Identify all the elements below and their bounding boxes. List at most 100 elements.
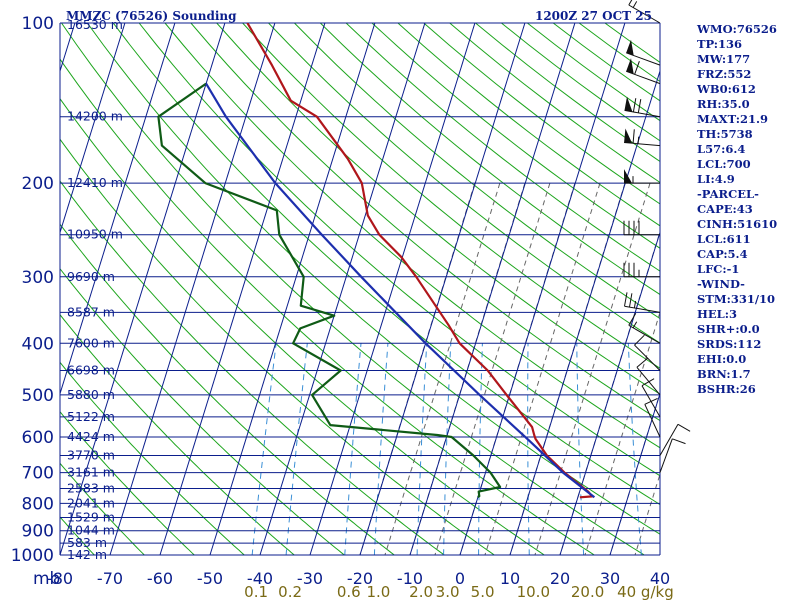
wind-barb-feather: [624, 292, 628, 307]
wind-barb-half-feather: [637, 136, 640, 144]
height-label: 6698 m: [67, 363, 115, 378]
mixing-ratio-label: 2.0: [409, 583, 433, 600]
temperature-tick-label: -40: [247, 569, 273, 588]
temperature-tick-label: 30: [600, 569, 620, 588]
index-lcl: LCL:611: [697, 232, 751, 246]
isotherm-line: [60, 23, 226, 555]
dry-adiabat: [60, 361, 246, 555]
isotherm-line: [609, 392, 660, 555]
moist-adiabat: [534, 182, 651, 555]
height-label: 5122 m: [67, 409, 115, 424]
wind-barb: [659, 423, 691, 456]
wind-barb-half-feather: [632, 1, 638, 8]
dry-adiabat: [60, 516, 95, 555]
index-brn: BRN:1.7: [697, 367, 751, 381]
wind-barb-flag: [626, 58, 634, 74]
wind-barb-staff: [626, 52, 661, 66]
index-wb0: WB0:612: [697, 82, 756, 96]
wind-barb: [623, 220, 660, 236]
isotherm-line: [359, 23, 526, 555]
height-label: 142 m: [67, 547, 107, 562]
wind-barb: [626, 39, 661, 66]
temperature-tick-label: 0: [455, 569, 465, 588]
index-l57: L57:6.4: [697, 142, 746, 156]
height-label: 12410 m: [67, 175, 123, 190]
index-lcl: LCL:700: [697, 157, 751, 171]
temperature-tick-label: -70: [97, 569, 123, 588]
wind-barb: [644, 397, 661, 438]
index-stm: STM:331/10: [697, 292, 776, 306]
dry-adiabat: [0, 0, 3, 566]
index-th: TH:5738: [697, 127, 753, 141]
index-shr: SHR+:0.0: [697, 322, 760, 336]
isotherm-line: [60, 23, 176, 396]
pressure-tick-label: 600: [22, 428, 54, 448]
wind-barb-feather: [677, 423, 691, 432]
mixing-ratio-label: 10.0: [517, 583, 550, 600]
wind-barb-flag: [624, 96, 633, 112]
height-label: 583 m: [67, 535, 107, 550]
temperature-tick-label: 10: [500, 569, 520, 588]
isotherm-line: [309, 23, 476, 555]
index-wind: -WIND-: [697, 277, 745, 291]
mixing-ratio-label: 0.2: [278, 583, 302, 600]
wind-barb-feather: [672, 438, 686, 445]
mixing-ratio-label: 1.0: [366, 583, 390, 600]
wind-barb-staff: [659, 438, 673, 473]
dry-adiabat: [60, 23, 646, 555]
wind-barb-feather: [629, 293, 633, 308]
isotherm-line: [60, 23, 126, 235]
isotherm-line: [109, 23, 276, 555]
wind-barb-feather: [632, 129, 635, 144]
mixing-ratio-line: [285, 343, 308, 555]
mixing-ratio-label: 3.0: [436, 583, 460, 600]
index-parcel: -PARCEL-: [697, 187, 759, 201]
moist-adiabat: [484, 182, 601, 555]
wind-barb-staff: [626, 70, 661, 85]
pressure-tick-label: 1000: [11, 546, 54, 566]
isotherm-line: [209, 23, 376, 555]
temperature-tick-label: -10: [397, 569, 423, 588]
mixing-ratio-line: [416, 343, 428, 555]
pressure-tick-label: 900: [22, 522, 54, 542]
height-label: 3161 m: [67, 465, 115, 480]
index-frz: FRZ:552: [697, 67, 752, 81]
mixing-ratio-line: [373, 343, 389, 555]
temperature-trace: [246, 23, 594, 499]
wind-barb-half-feather: [633, 300, 637, 308]
index-cinh: CINH:51610: [697, 217, 778, 231]
wind-barb: [624, 169, 660, 184]
wind-barb-feather: [644, 397, 658, 405]
mixing-ratio-label: 40 g/kg: [617, 583, 674, 600]
pressure-tick-label: 700: [22, 464, 54, 484]
dry-adiabat: [112, 23, 660, 506]
pressure-tick-label: 800: [22, 494, 54, 514]
parcel-path-trace: [205, 83, 596, 499]
mixing-ratio-line: [627, 343, 642, 555]
wind-barb-feather: [632, 98, 637, 113]
temperature-tick-label: -60: [147, 569, 173, 588]
index-bshr: BSHR:26: [697, 382, 756, 396]
temperature-tick-label: 40: [650, 569, 670, 588]
pressure-tick-label: 300: [22, 268, 54, 288]
height-label: 5880 m: [67, 387, 115, 402]
wind-barb-feather: [641, 378, 655, 387]
wind-barb: [634, 334, 661, 371]
moist-adiabat: [584, 310, 660, 555]
wind-barb-feather: [634, 61, 640, 75]
mixing-ratio-line: [251, 343, 277, 555]
wind-barb-feather: [634, 334, 645, 346]
index-lfc: LFC:-1: [697, 262, 740, 276]
sounding-title: MMZC (76526) Sounding: [66, 9, 237, 23]
temperature-tick-label: -20: [347, 569, 373, 588]
height-label: 2583 m: [67, 481, 115, 496]
wind-barb-staff: [628, 4, 661, 24]
height-label: 3770 m: [67, 448, 115, 463]
isotherm-line: [409, 23, 576, 555]
wind-barb: [624, 292, 661, 313]
wind-barb-feather: [628, 0, 633, 6]
dewpoint-trace: [157, 82, 502, 499]
temperature-tick-label: -50: [197, 569, 223, 588]
